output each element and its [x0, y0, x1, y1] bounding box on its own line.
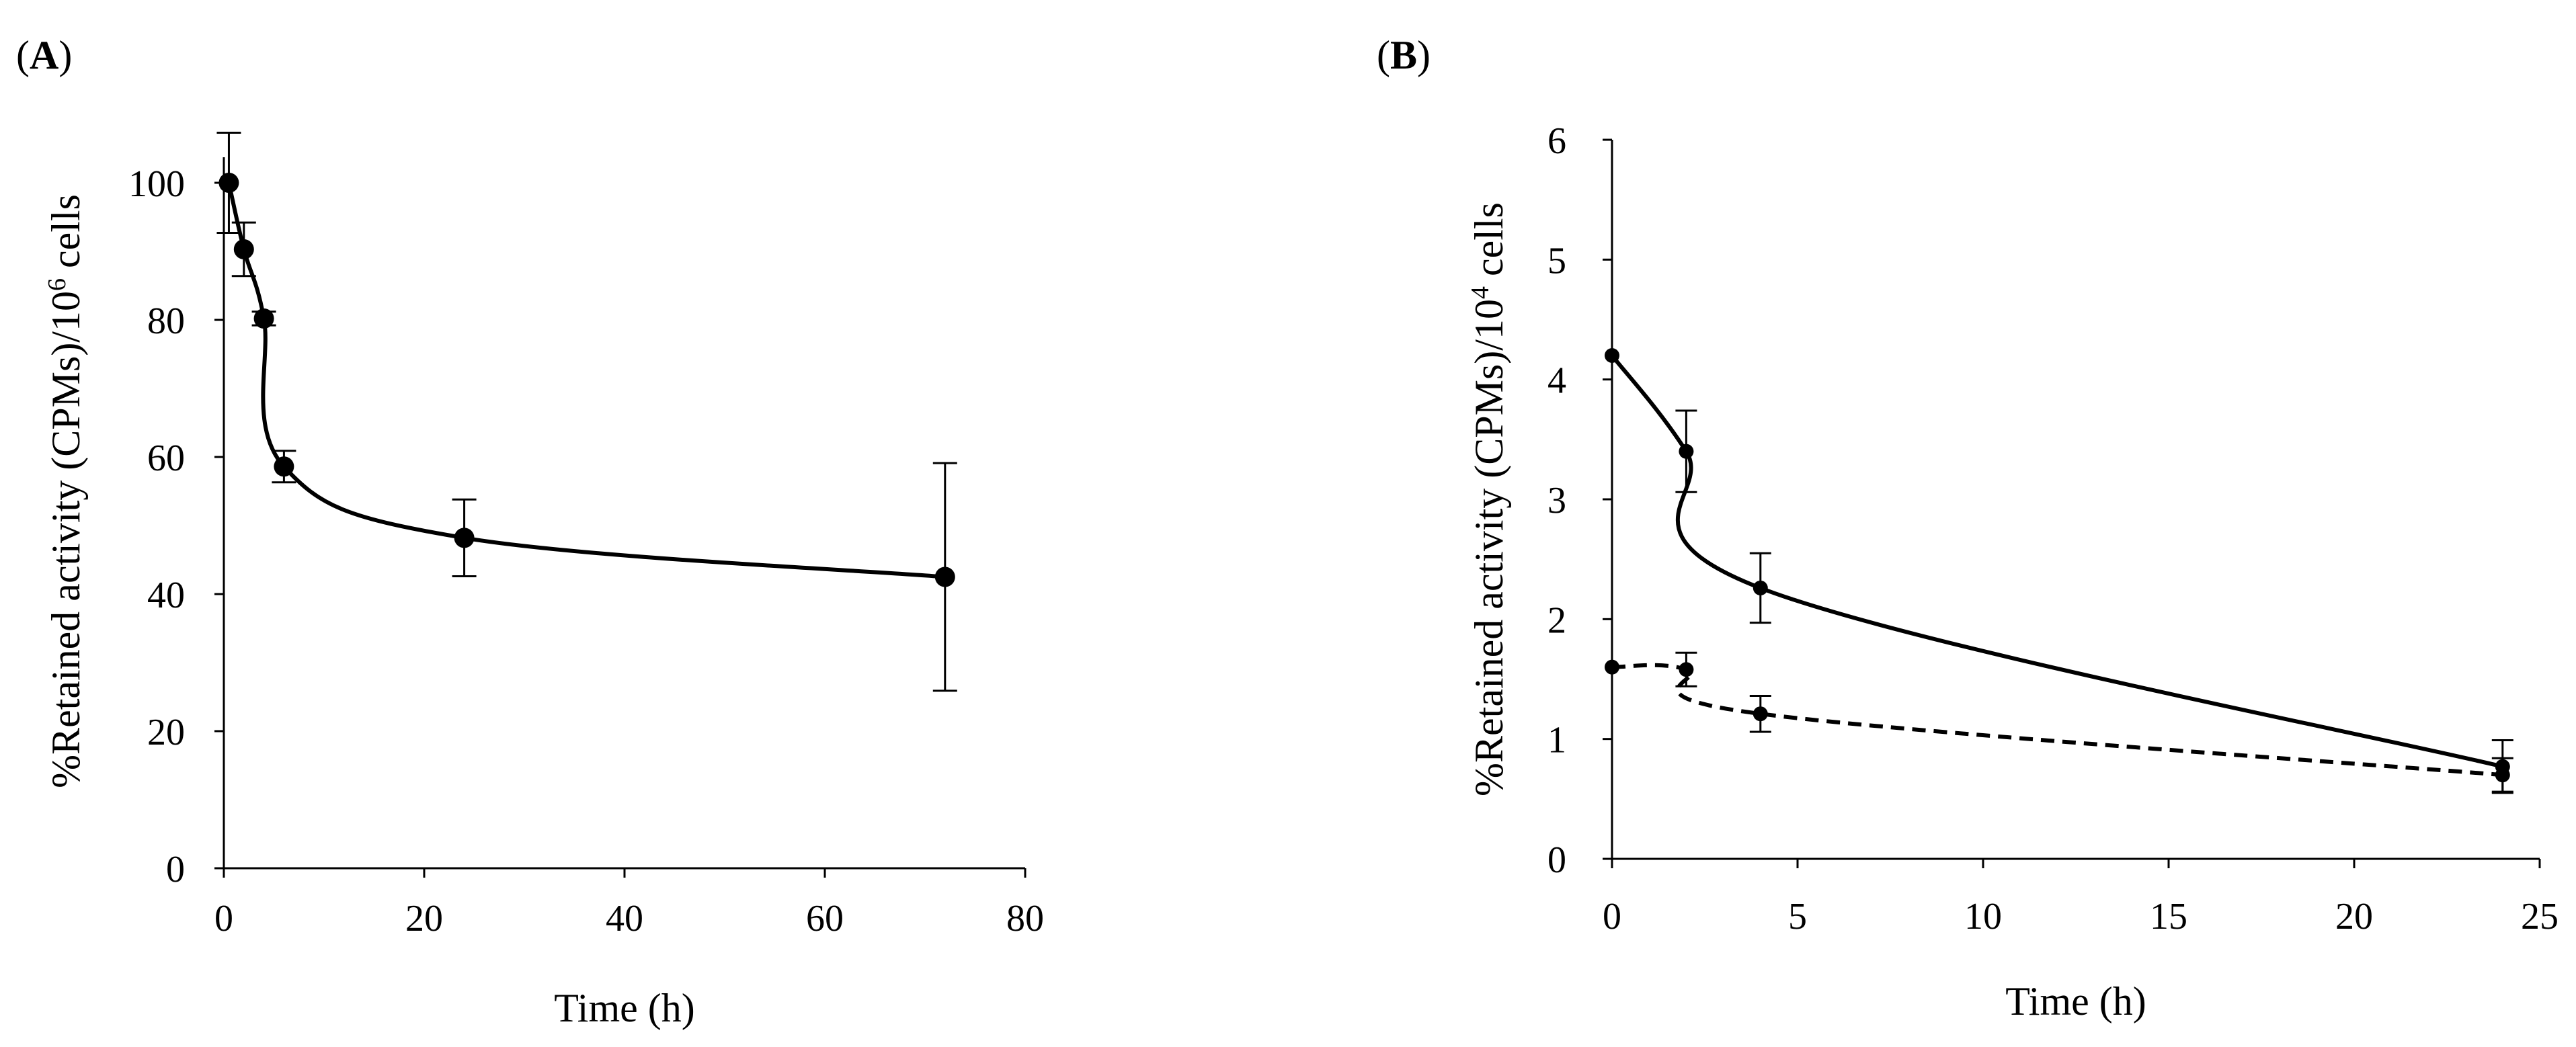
- chart-a-y-tick-label: 80: [147, 300, 185, 342]
- chart-a-x-tick-label: 0: [214, 898, 233, 939]
- chart-b-series-solid: [1605, 348, 2513, 794]
- chart-a-x-axis-label: Time (h): [554, 986, 694, 1030]
- chart-a-plot: 0 20 40 60 80 100 0 20 40 60 80 Time (h) %Retained a…: [43, 132, 1044, 1030]
- panel-label-a: (A): [16, 35, 72, 75]
- chart-b-x-axis-label: Time (h): [2005, 979, 2146, 1023]
- panel-label-b-letter: B: [1390, 33, 1418, 77]
- chart-a-y-axis-label-unit: cells: [44, 194, 88, 278]
- chart-b-y-tick-label: 4: [1547, 360, 1566, 402]
- chart-a-data-point: [233, 239, 254, 259]
- chart-a-data-point: [454, 528, 475, 548]
- chart-a-y-axis-label-exponent: 6: [43, 278, 71, 291]
- chart-b-y-tick-label: 6: [1547, 120, 1566, 162]
- chart-b-data-point: [1605, 348, 1619, 363]
- chart-b-y-axis-label-main: %Retained activity (CPMs)/10: [1467, 299, 1511, 796]
- chart-b-x-tick-label: 25: [2521, 896, 2559, 937]
- chart-a-y-tick-label: 40: [147, 575, 185, 616]
- chart-b-series-dashed: [1605, 651, 2513, 793]
- chart-a-series-solid: [216, 132, 957, 692]
- chart-b-x-tick-label: 5: [1788, 896, 1807, 937]
- panel-label-a-close: ): [58, 33, 73, 77]
- chart-a-x-tick-label: 20: [405, 898, 443, 939]
- chart-a-y-tick-label: 60: [147, 437, 185, 479]
- chart-b-data-point: [1753, 706, 1768, 722]
- panel-label-b-close: ): [1417, 33, 1431, 77]
- chart-b-data-point: [2495, 767, 2510, 783]
- chart-a-data-point: [218, 173, 239, 193]
- panel-label-b: (B): [1377, 35, 1431, 75]
- chart-a-x-tick-label: 80: [1006, 898, 1044, 939]
- chart-a-x-tick-label: 40: [606, 898, 643, 939]
- chart-b-y-tick-label: 0: [1547, 839, 1566, 881]
- chart-a-series-line: [227, 182, 946, 579]
- panel-label-a-letter: A: [29, 33, 59, 77]
- chart-a-x-tick-label: 60: [806, 898, 844, 939]
- chart-b-series-line: [1610, 354, 2503, 769]
- chart-b-x-tick-label: 15: [2150, 896, 2187, 937]
- chart-b-data-point: [1753, 580, 1768, 595]
- chart-b-y-axis-label: %Retained activity (CPMs)/104 cells: [1466, 202, 1511, 796]
- chart-b-y-axis-label-exponent: 4: [1466, 286, 1494, 299]
- chart-a-y-tick-label: 100: [128, 163, 185, 205]
- chart-a-data-point: [934, 567, 955, 587]
- chart-b-x-tick-label: 10: [1964, 896, 2002, 937]
- chart-b-y-tick-label: 5: [1547, 240, 1566, 282]
- chart-b-y-tick-label: 3: [1547, 480, 1566, 521]
- chart-b-data-point: [1605, 659, 1619, 675]
- panel-label-a-open: (: [16, 33, 30, 77]
- chart-a-y-axis-label-main: %Retained activity (CPMs)/10: [44, 291, 88, 788]
- chart-a-data-point: [253, 308, 274, 329]
- chart-a-y-tick-label: 0: [166, 849, 185, 890]
- chart-b-x-tick-label: 0: [1603, 896, 1621, 937]
- chart-b-series-line: [1611, 663, 2503, 778]
- chart-a-y-axis-label: %Retained activity (CPMs)/106 cells: [43, 194, 88, 788]
- chart-b-plot: 0 1 2 3 4 5 6 0 5 10 15 20 25 Time (h) %Retained activ…: [1466, 120, 2559, 1023]
- panel-label-b-open: (: [1377, 33, 1390, 77]
- chart-a-data-point: [274, 456, 294, 477]
- chart-b-data-point: [1679, 444, 1694, 459]
- chart-b-data-point: [1679, 662, 1694, 677]
- chart-b-y-tick-label: 2: [1547, 599, 1566, 641]
- chart-b-y-axis-label-unit: cells: [1467, 202, 1511, 286]
- chart-a-y-tick-label: 20: [147, 712, 185, 753]
- chart-b-x-tick-label: 20: [2335, 896, 2373, 937]
- chart-b-y-tick-label: 1: [1547, 720, 1566, 761]
